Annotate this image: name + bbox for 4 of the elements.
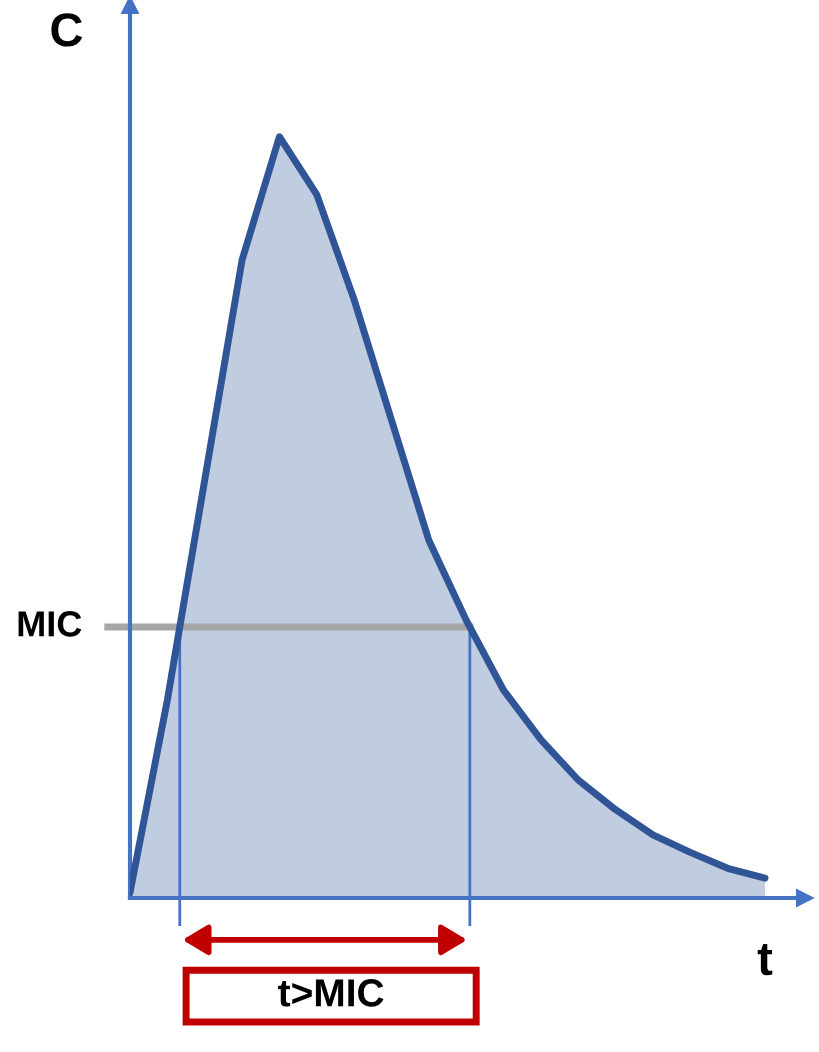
ref-line-label: MIC [18, 611, 82, 637]
y-axis-title: C [51, 13, 83, 47]
x-axis-title: t [757, 944, 773, 976]
text: t>MIC [278, 979, 384, 1007]
